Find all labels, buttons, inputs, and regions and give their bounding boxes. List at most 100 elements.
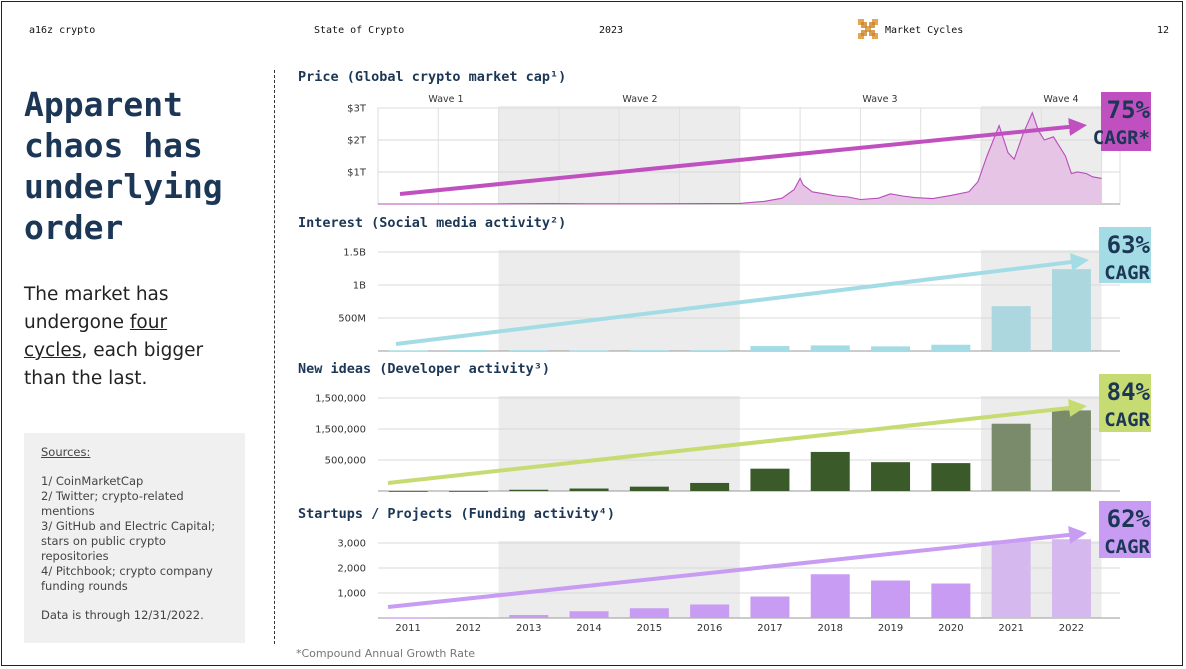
bar-2020 [931, 344, 971, 351]
interest-chart-title: Interest (Social media activity²) [298, 215, 567, 231]
x-tick-label: 2014 [576, 623, 601, 634]
bar-2022 [1051, 539, 1091, 618]
x-tick-label: 2020 [938, 623, 963, 634]
bar-2018 [810, 574, 850, 618]
section-label: Market Cycles [885, 25, 964, 36]
cagr-value: 84% [1107, 378, 1151, 406]
cagr-label: CAGR [1104, 262, 1150, 284]
cagr-label: CAGR [1104, 409, 1150, 431]
bar-2011 [388, 350, 428, 352]
cagr-badge [1099, 501, 1151, 558]
bar-2021 [991, 423, 1031, 491]
report-year: 2023 [599, 25, 624, 36]
price-area [378, 112, 1102, 204]
y-tick-label: 500,000 [325, 456, 366, 467]
source-item: 4/ Pitchbook; crypto company funding rou… [41, 564, 213, 593]
trend-arrow [395, 253, 1089, 346]
bar-2013 [509, 489, 549, 491]
cagr-value: 62% [1107, 505, 1151, 533]
cagr-value: 63% [1107, 231, 1151, 259]
slide-subtitle: The market has undergone four cycles, ea… [24, 281, 224, 393]
x-tick-label: 2011 [395, 623, 420, 634]
chart-panel-3: 500,000 1,500,000 1,500,000 84% CAGR [315, 374, 1151, 492]
bar-2018 [810, 345, 850, 351]
y-tick-label: 1B [353, 281, 366, 292]
chart-panel-4: 1,000 2,000 3,000 62% CAGR [337, 501, 1151, 619]
x-tick-label: 2013 [516, 623, 541, 634]
cagr-footnote: *Compound Annual Growth Rate [296, 647, 476, 660]
page-number: 12 [1157, 25, 1170, 36]
bar-2020 [931, 583, 971, 618]
y-tick-label: 1.5B [343, 248, 366, 259]
bar-2014 [569, 488, 609, 491]
bar-2021 [991, 540, 1031, 618]
wave-shade-band [498, 250, 740, 351]
slide-title: Apparent chaos has underlying order [24, 85, 223, 247]
bar-2017 [750, 468, 790, 491]
y-tick-label: $3T [347, 104, 367, 115]
x-tick-label: 2022 [1059, 623, 1084, 634]
bar-2013 [509, 615, 549, 618]
bar-2015 [629, 486, 669, 491]
x-tick-label: 2017 [757, 623, 782, 634]
bar-2011 [388, 491, 428, 492]
price-chart-title: Price (Global crypto market cap¹) [298, 69, 567, 85]
bar-2019 [871, 580, 911, 618]
y-tick-label: 1,000 [337, 589, 366, 600]
cagr-value: 75% [1107, 96, 1151, 124]
subtitle-text-start: The market has undergone [24, 284, 169, 333]
bar-2017 [750, 346, 790, 351]
cagr-badge [1099, 374, 1151, 432]
wave-label: Wave 2 [622, 94, 657, 105]
bar-2019 [871, 462, 911, 491]
x-tick-label: 2018 [818, 623, 843, 634]
bar-2016 [690, 482, 730, 491]
wave-shade-band [498, 396, 740, 491]
wave-label: Wave 1 [428, 94, 463, 105]
bar-2020 [931, 463, 971, 491]
subtitle-text-end: , each bigger than the last. [24, 340, 204, 389]
bar-2012 [448, 491, 488, 492]
y-tick-label: 3,000 [337, 539, 366, 550]
source-item: 3/ GitHub and Electric Capital; stars on… [41, 519, 216, 563]
bar-2018 [810, 451, 850, 491]
source-item: 1/ CoinMarketCap [41, 474, 144, 488]
y-tick-label: 1,500,000 [315, 394, 366, 405]
x-tick-label: 2021 [998, 623, 1023, 634]
chart-panel-1: $1T $2T $3T Wave 1 Wave 2 Wave 3 Wave 4 75% CAGR… [347, 92, 1151, 205]
brand-label: a16z crypto [29, 25, 96, 36]
bar-2012 [448, 617, 488, 619]
report-title: State of Crypto [314, 25, 405, 36]
y-tick-label: $1T [347, 168, 367, 179]
bar-2016 [690, 350, 730, 352]
trend-arrow [399, 117, 1087, 196]
y-tick-label: 1,500,000 [315, 425, 366, 436]
startups-chart-title: Startups / Projects (Funding activity⁴) [298, 506, 615, 522]
bar-2014 [569, 611, 609, 618]
trend-arrow [387, 399, 1087, 485]
four-cycles-link[interactable]: four cycles [24, 312, 168, 361]
price-line [378, 111, 1102, 205]
bar-2022 [1051, 269, 1091, 351]
a16z-logo-icon [858, 19, 878, 39]
cagr-label: CAGR* [1093, 127, 1150, 149]
x-tick-label: 2015 [637, 623, 662, 634]
source-item: 2/ Twitter; crypto-related mentions [41, 489, 184, 518]
y-tick-label: $2T [347, 136, 367, 147]
column-divider [274, 70, 275, 644]
cagr-label: CAGR [1104, 536, 1150, 558]
bar-2014 [569, 350, 609, 352]
ideas-chart-title: New ideas (Developer activity³) [298, 361, 550, 377]
bar-2019 [871, 346, 911, 351]
x-tick-label: 2019 [878, 623, 903, 634]
y-tick-label: 2,000 [337, 564, 366, 575]
bar-2015 [629, 350, 669, 352]
chart-panel-2: 500M 1B 1.5B 63% CAGR [338, 227, 1151, 352]
bar-2011 [388, 617, 428, 619]
bar-2021 [991, 306, 1031, 351]
y-tick-label: 500M [338, 314, 366, 325]
cagr-badge [1101, 92, 1151, 151]
bar-2017 [750, 596, 790, 618]
